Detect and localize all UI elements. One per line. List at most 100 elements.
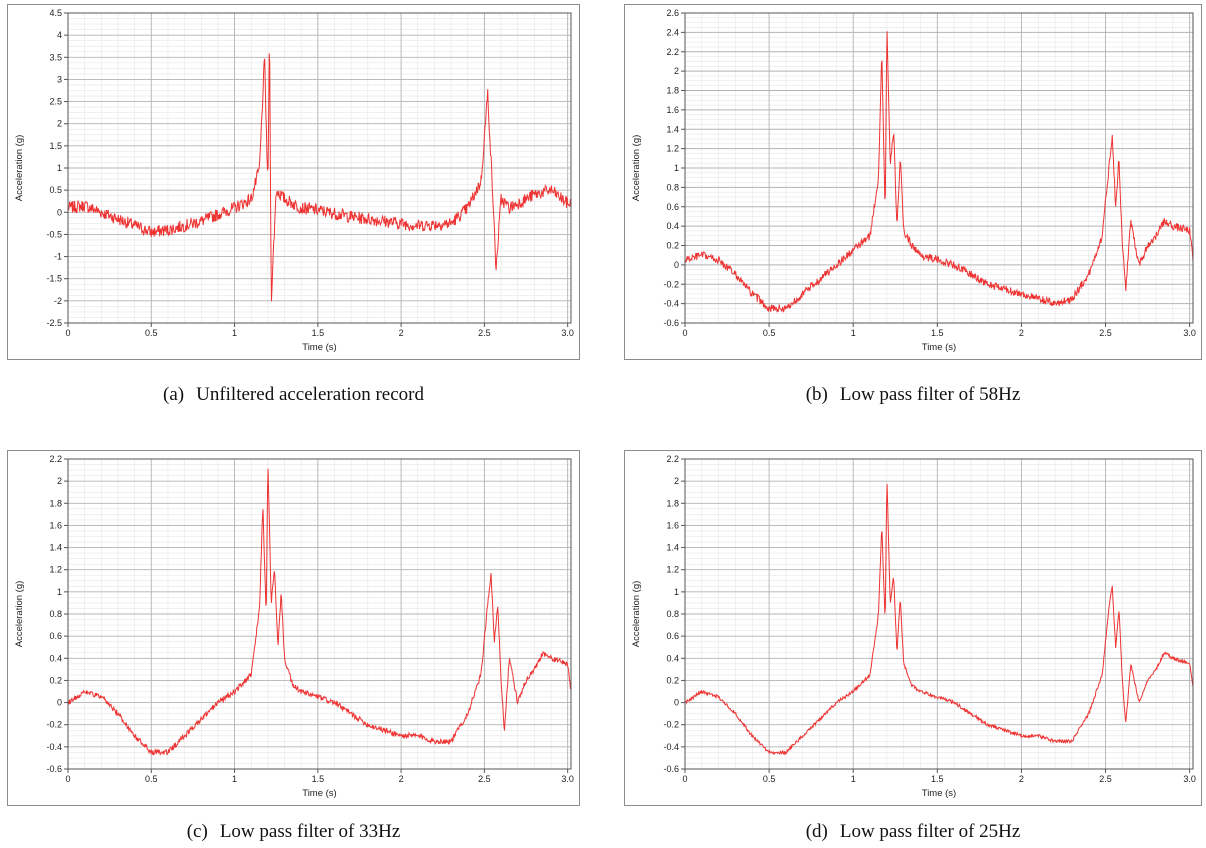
y-tick-label: -0.6 (46, 764, 62, 774)
y-tick-label: 3.5 (49, 52, 62, 62)
y-tick-label: -0.6 (663, 764, 679, 774)
y-tick-label: -1 (54, 252, 62, 262)
y-tick-label: 2.2 (666, 454, 679, 464)
x-tick-label: 2.5 (478, 774, 491, 784)
y-tick-label: 1 (57, 163, 62, 173)
series-line (67, 53, 572, 302)
y-tick-label: 0.2 (49, 675, 62, 685)
y-tick-label: 1.8 (49, 498, 62, 508)
y-tick-label: -0.5 (46, 229, 62, 239)
x-axis-label: Time (s) (922, 788, 956, 799)
caption-text: Low pass filter of 33Hz (219, 821, 401, 842)
y-tick-label: 0.4 (666, 221, 679, 231)
caption-label: (c) (186, 821, 208, 842)
y-tick-label: 0 (674, 260, 679, 270)
y-tick-label: -0.6 (663, 318, 679, 328)
y-tick-label: 0.5 (49, 185, 62, 195)
x-tick-label: 0 (682, 328, 687, 338)
y-tick-label: 2.2 (49, 454, 62, 464)
y-tick-label: -0.4 (46, 742, 62, 752)
x-tick-label: 0.5 (145, 774, 158, 784)
y-tick-label: -0.4 (663, 299, 679, 309)
x-tick-label: 3.0 (1183, 328, 1196, 338)
chart-b: 0 0.5 1 1.5 2 2.5 3.0 -0.6 -0.4 -0.2 0 0.2 0.4 0.6 0.8… (631, 8, 1196, 353)
y-tick-label: 0.6 (666, 202, 679, 212)
y-tick-label: -1.5 (46, 274, 62, 284)
caption-c: (c) Low pass filter of 33Hz (7, 821, 580, 843)
y-tick-label: 1.2 (49, 565, 62, 575)
x-tick-label: 0 (65, 328, 70, 338)
chart-frame-d: 0 0.5 1 1.5 2 2.5 3.0 -0.6 -0.4 -0.2 0 0.2 0.4 0.6 0.8… (624, 450, 1202, 806)
y-tick-label: 3 (57, 74, 62, 84)
x-tick-label: 2 (1019, 328, 1024, 338)
y-tick-label: 2.6 (666, 8, 679, 18)
y-tick-label: 2.4 (666, 27, 679, 37)
caption-text: Low pass filter of 25Hz (839, 821, 1021, 842)
y-axis-label: Acceleration (g) (631, 581, 642, 648)
chart-a: 0 0.5 1 1.5 2 2.5 3.0 -2.5 -2 -1.5 -1 -0.5 0 0.5 1 1.5 2… (14, 8, 574, 353)
x-tick-label: 0.5 (763, 328, 776, 338)
y-tick-label: 1.4 (666, 543, 679, 553)
chart-frame-a: 0 0.5 1 1.5 2 2.5 3.0 -2.5 -2 -1.5 -1 -0.5 0 0.5 1 1.5 2… (7, 4, 580, 360)
x-tick-label: 1.5 (312, 328, 325, 338)
y-tick-label: 1.8 (666, 498, 679, 508)
x-axis-label: Time (s) (302, 342, 336, 353)
y-tick-label: 0 (674, 698, 679, 708)
x-tick-label: 3.0 (561, 328, 574, 338)
caption-label: (d) (805, 821, 828, 842)
y-tick-label: 1.5 (49, 141, 62, 151)
x-axis-label: Time (s) (922, 342, 956, 353)
x-tick-label: 1.5 (312, 774, 325, 784)
x-tick-label: 2.5 (1099, 328, 1112, 338)
y-tick-label: 0.6 (666, 631, 679, 641)
x-tick-label: 1 (851, 328, 856, 338)
y-axis-label: Acceleration (g) (631, 135, 642, 202)
x-tick-label: 0 (682, 774, 687, 784)
series-line (67, 468, 572, 756)
y-tick-label: 2 (674, 476, 679, 486)
y-tick-label: 0.6 (49, 631, 62, 641)
y-tick-label: 1.8 (666, 86, 679, 96)
x-tick-label: 1 (232, 774, 237, 784)
chart-d: 0 0.5 1 1.5 2 2.5 3.0 -0.6 -0.4 -0.2 0 0.2 0.4 0.6 0.8… (631, 454, 1196, 799)
y-tick-label: 1 (674, 587, 679, 597)
y-tick-label: 1.6 (49, 520, 62, 530)
caption-d: (d) Low pass filter of 25Hz (624, 821, 1202, 843)
x-tick-label: 2 (1019, 774, 1024, 784)
x-tick-label: 1.5 (931, 328, 944, 338)
caption-text: Unfiltered acceleration record (196, 384, 424, 405)
caption-label: (b) (805, 384, 828, 405)
y-tick-label: -0.4 (663, 742, 679, 752)
y-axis-label: Acceleration (g) (14, 581, 25, 648)
y-tick-label: 2 (57, 119, 62, 129)
y-tick-label: 0.4 (49, 653, 62, 663)
chart-frame-b: 0 0.5 1 1.5 2 2.5 3.0 -0.6 -0.4 -0.2 0 0.2 0.4 0.6 0.8… (624, 4, 1202, 360)
y-tick-label: 2.5 (49, 97, 62, 107)
y-tick-label: 0.8 (49, 609, 62, 619)
y-tick-label: 0.2 (666, 675, 679, 685)
y-tick-label: -0.2 (663, 720, 679, 730)
y-tick-label: 1.4 (49, 543, 62, 553)
y-tick-label: 0 (57, 698, 62, 708)
caption-a: (a) Unfiltered acceleration record (7, 384, 580, 406)
y-tick-label: 1 (674, 163, 679, 173)
x-tick-label: 2.5 (1099, 774, 1112, 784)
y-axis-label: Acceleration (g) (14, 135, 25, 202)
y-tick-label: -0.2 (663, 279, 679, 289)
y-tick-label: 1.6 (666, 520, 679, 530)
chart-frame-c: 0 0.5 1 1.5 2 2.5 3.0 -0.6 -0.4 -0.2 0 0.2 0.4 0.6 0.8… (7, 450, 580, 806)
x-tick-label: 2 (399, 774, 404, 784)
y-tick-label: 0.4 (666, 653, 679, 663)
x-tick-label: 2 (399, 328, 404, 338)
x-tick-label: 2.5 (478, 328, 491, 338)
x-tick-label: 3.0 (1183, 774, 1196, 784)
x-tick-label: 1.5 (931, 774, 944, 784)
y-tick-label: 1.6 (666, 105, 679, 115)
x-tick-label: 0.5 (145, 328, 158, 338)
x-tick-label: 3.0 (561, 774, 574, 784)
y-tick-label: 0.2 (666, 241, 679, 251)
series-line (684, 483, 1194, 756)
y-tick-label: 2.2 (666, 47, 679, 57)
y-tick-label: 2 (57, 476, 62, 486)
y-tick-label: 0 (57, 207, 62, 217)
